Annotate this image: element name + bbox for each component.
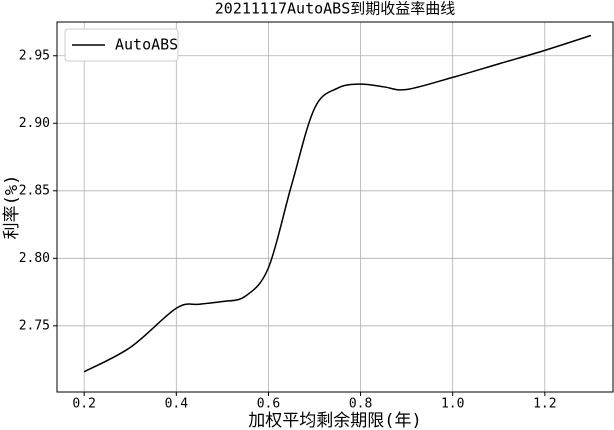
legend-label: AutoABS <box>115 36 178 54</box>
legend-box <box>64 28 179 62</box>
y-tick-label: 2.85 <box>19 183 50 198</box>
plot-frame <box>56 21 614 393</box>
y-tick-label: 2.75 <box>19 318 50 333</box>
x-tick-label: 0.4 <box>165 397 189 412</box>
y-tick-label: 2.80 <box>19 251 50 266</box>
x-axis-label: 加权平均剩余期限(年) <box>248 411 421 430</box>
y-axis-label: 利率(%) <box>2 175 22 240</box>
data-line <box>83 34 592 373</box>
x-tick-label: 0.6 <box>257 397 280 412</box>
chart-title: 20211117AutoABS到期收益率曲线 <box>215 0 455 18</box>
x-tick-label: 0.2 <box>72 397 95 412</box>
y-tick-label: 2.95 <box>19 48 50 63</box>
x-tick-label: 1.0 <box>441 397 464 412</box>
y-tick-label: 2.90 <box>19 116 50 131</box>
x-tick-label: 0.8 <box>349 397 372 412</box>
x-tick-label: 1.2 <box>533 397 556 412</box>
